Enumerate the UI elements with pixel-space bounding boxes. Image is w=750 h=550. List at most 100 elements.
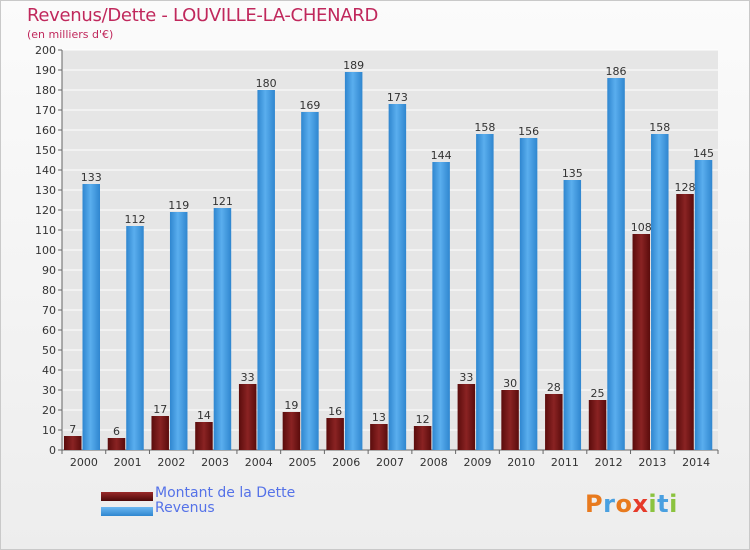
bar-revenue [563, 180, 582, 450]
y-tick-label: 180 [35, 84, 56, 97]
y-tick-label: 60 [42, 324, 56, 337]
data-label-revenue: 180 [256, 77, 277, 90]
bar-debt [545, 394, 563, 450]
data-label-revenue: 173 [387, 91, 408, 104]
x-tick-label: 2003 [201, 456, 229, 469]
data-label-revenue: 119 [168, 199, 189, 212]
y-tick-label: 30 [42, 384, 56, 397]
y-tick-label: 100 [35, 244, 56, 257]
data-label-revenue: 158 [474, 121, 495, 134]
y-tick-label: 120 [35, 204, 56, 217]
y-tick-label: 50 [42, 344, 56, 357]
data-label-revenue: 145 [693, 147, 714, 160]
bar-debt [588, 400, 607, 450]
data-label-debt: 13 [372, 411, 386, 424]
x-tick-label: 2005 [289, 456, 317, 469]
bar-revenue [169, 212, 188, 450]
legend-swatch-revenue [101, 507, 153, 516]
data-label-debt: 33 [241, 371, 255, 384]
bar-debt [238, 384, 257, 450]
y-tick-label: 0 [49, 444, 56, 457]
bar-revenue [126, 226, 144, 450]
data-label-debt: 128 [675, 181, 696, 194]
data-label-debt: 28 [547, 381, 561, 394]
data-label-revenue: 186 [606, 65, 627, 78]
x-tick-label: 2010 [507, 456, 535, 469]
bar-revenue [607, 78, 625, 450]
data-label-debt: 16 [328, 405, 342, 418]
bar-debt [107, 438, 126, 450]
y-tick-label: 170 [35, 104, 56, 117]
bar-debt [457, 384, 476, 450]
legend-label-debt: Montant de la Dette [155, 485, 296, 501]
x-tick-label: 2012 [595, 456, 623, 469]
bar-debt [632, 234, 651, 450]
data-label-revenue: 158 [649, 121, 670, 134]
logo-letter: r [603, 490, 616, 518]
logo-letter: o [615, 490, 633, 518]
data-label-debt: 108 [631, 221, 652, 234]
proxiti-logo: Proxiti [585, 490, 678, 518]
x-tick-label: 2000 [70, 456, 98, 469]
bar-debt [195, 422, 213, 450]
bar-revenue [432, 162, 450, 450]
x-tick-label: 2009 [463, 456, 491, 469]
bar-debt [370, 424, 388, 450]
y-tick-label: 80 [42, 284, 56, 297]
y-tick-label: 190 [35, 64, 56, 77]
y-tick-label: 20 [42, 404, 56, 417]
y-tick-label: 160 [35, 124, 56, 137]
x-tick-label: 2004 [245, 456, 273, 469]
bar-revenue [301, 112, 319, 450]
y-tick-label: 110 [35, 224, 56, 237]
bar-revenue [388, 104, 407, 450]
data-label-debt: 6 [113, 425, 120, 438]
data-label-debt: 17 [153, 403, 167, 416]
data-label-debt: 7 [69, 423, 76, 436]
x-tick-label: 2001 [114, 456, 142, 469]
data-label-debt: 14 [197, 409, 211, 422]
data-label-revenue: 135 [562, 167, 583, 180]
bar-debt [413, 426, 432, 450]
y-tick-label: 40 [42, 364, 56, 377]
x-tick-label: 2007 [376, 456, 404, 469]
chart-title: Revenus/Dette - LOUVILLE-LA-CHENARD [27, 5, 379, 26]
logo-letter: P [585, 490, 604, 518]
x-tick-label: 2008 [420, 456, 448, 469]
bar-revenue [651, 134, 669, 450]
bar-debt [64, 436, 82, 450]
bar-revenue [476, 134, 494, 450]
data-label-revenue: 169 [299, 99, 320, 112]
y-tick-label: 150 [35, 144, 56, 157]
x-tick-label: 2013 [638, 456, 666, 469]
logo-letter: t [657, 490, 670, 518]
y-tick-label: 90 [42, 264, 56, 277]
bar-debt [282, 412, 301, 450]
y-tick-label: 140 [35, 164, 56, 177]
legend-swatch-debt [101, 492, 153, 501]
data-label-debt: 12 [416, 413, 430, 426]
x-tick-label: 2006 [332, 456, 360, 469]
legend-label-revenue: Revenus [155, 500, 215, 516]
y-tick-label: 70 [42, 304, 56, 317]
bar-debt [151, 416, 169, 450]
x-tick-label: 2011 [551, 456, 579, 469]
logo-letter: i [648, 490, 658, 518]
bar-revenue [213, 208, 232, 450]
data-label-debt: 19 [284, 399, 298, 412]
y-tick-label: 200 [35, 44, 56, 57]
data-label-debt: 33 [459, 371, 473, 384]
y-tick-label: 130 [35, 184, 56, 197]
data-label-revenue: 189 [343, 59, 364, 72]
bar-debt [501, 390, 519, 450]
data-label-revenue: 133 [81, 171, 102, 184]
bar-revenue [257, 90, 275, 450]
bar-revenue [82, 184, 100, 450]
data-label-revenue: 121 [212, 195, 233, 208]
bar-revenue [694, 160, 713, 450]
data-label-debt: 25 [591, 387, 605, 400]
bar-debt [326, 418, 344, 450]
logo-letter: x [632, 490, 649, 518]
y-tick-label: 10 [42, 424, 56, 437]
